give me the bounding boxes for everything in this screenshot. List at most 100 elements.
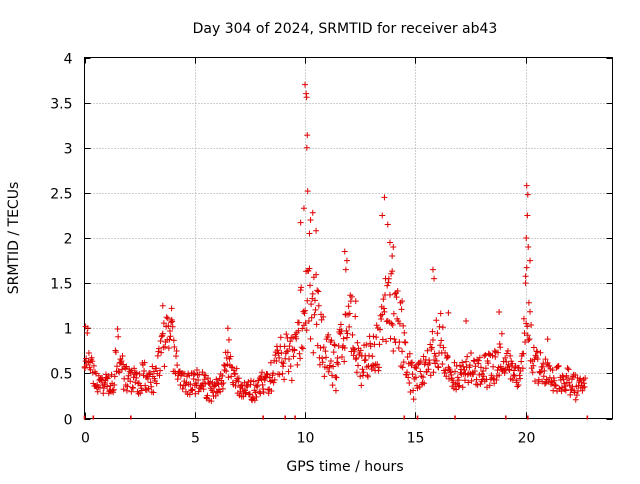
- data-point: [373, 322, 380, 329]
- data-point: [189, 387, 196, 394]
- data-point: [277, 334, 284, 341]
- data-point: [440, 344, 447, 351]
- data-point: [541, 380, 548, 387]
- data-point: [100, 390, 107, 397]
- data-point: [147, 370, 154, 377]
- data-point: [85, 350, 92, 357]
- data-point: [116, 369, 123, 376]
- data-point: [342, 266, 349, 273]
- data-point: [193, 366, 200, 373]
- data-point: [353, 369, 360, 376]
- data-point: [115, 333, 122, 340]
- data-point: [308, 301, 315, 308]
- chart-title: Day 304 of 2024, SRMTID for receiver ab4…: [193, 21, 498, 37]
- data-point: [518, 358, 525, 365]
- data-point: [439, 324, 446, 331]
- data-point: [205, 375, 212, 382]
- data-point: [258, 376, 265, 383]
- data-point: [127, 378, 134, 385]
- data-point: [287, 338, 294, 345]
- data-point: [110, 386, 117, 393]
- data-point: [158, 333, 165, 340]
- data-point: [480, 373, 487, 380]
- data-point: [517, 375, 524, 382]
- data-point: [473, 376, 480, 383]
- data-point: [530, 362, 537, 369]
- data-point: [582, 375, 589, 382]
- data-point: [119, 353, 126, 360]
- data-point: [307, 282, 314, 289]
- data-point: [286, 343, 293, 350]
- data-point: [468, 377, 475, 384]
- data-point: [306, 230, 313, 237]
- data-point: [391, 336, 398, 343]
- data-point: [309, 209, 316, 216]
- data-point: [346, 323, 353, 330]
- data-point: [390, 244, 397, 251]
- data-point: [544, 336, 551, 343]
- data-point: [357, 373, 364, 380]
- data-point: [384, 221, 391, 228]
- data-point: [344, 330, 351, 337]
- data-point: [475, 360, 482, 367]
- data-point: [579, 387, 586, 394]
- data-point: [354, 362, 361, 369]
- data-point: [534, 356, 541, 363]
- data-point: [531, 378, 538, 385]
- data-point: [568, 376, 575, 383]
- data-point: [131, 365, 138, 372]
- data-point: [141, 368, 148, 375]
- data-point: [136, 371, 143, 378]
- data-point: [189, 386, 196, 393]
- data-point: [448, 371, 455, 378]
- data-point: [404, 354, 411, 361]
- data-point: [505, 361, 512, 368]
- data-point: [132, 369, 139, 376]
- data-point: [368, 366, 375, 373]
- data-point: [346, 310, 353, 317]
- data-point: [114, 325, 121, 332]
- data-point: [94, 388, 101, 395]
- data-point: [548, 378, 555, 385]
- data-point: [396, 320, 403, 327]
- data-point: [133, 374, 140, 381]
- data-point: [359, 366, 366, 373]
- data-point: [235, 375, 242, 382]
- data-point: [316, 354, 323, 361]
- data-point: [367, 340, 374, 347]
- data-point: [538, 368, 545, 375]
- data-point: [472, 363, 479, 370]
- data-point: [174, 376, 181, 383]
- data-point: [432, 353, 439, 360]
- data-point: [286, 356, 293, 363]
- data-point: [315, 302, 322, 309]
- data-point: [165, 322, 172, 329]
- data-point: [309, 290, 316, 297]
- data-point: [496, 341, 503, 348]
- data-point: [385, 275, 392, 282]
- data-point: [331, 341, 338, 348]
- data-point: [399, 348, 406, 355]
- data-point: [520, 315, 527, 322]
- data-point: [379, 336, 386, 343]
- data-point: [455, 377, 462, 384]
- data-point: [386, 239, 393, 246]
- x-tick-label: 10: [297, 431, 315, 447]
- data-point: [409, 371, 416, 378]
- data-point: [378, 315, 385, 322]
- data-point: [330, 363, 337, 370]
- data-point: [442, 367, 449, 374]
- data-point: [369, 353, 376, 360]
- data-point: [410, 387, 417, 394]
- data-point: [522, 339, 529, 346]
- data-point: [212, 392, 219, 399]
- data-point: [276, 371, 283, 378]
- data-point: [381, 308, 388, 315]
- data-point: [425, 366, 432, 373]
- data-point: [161, 363, 168, 370]
- data-point: [349, 331, 356, 338]
- data-point: [279, 370, 286, 377]
- data-point: [328, 337, 335, 344]
- data-point: [354, 339, 361, 346]
- data-point: [307, 216, 314, 223]
